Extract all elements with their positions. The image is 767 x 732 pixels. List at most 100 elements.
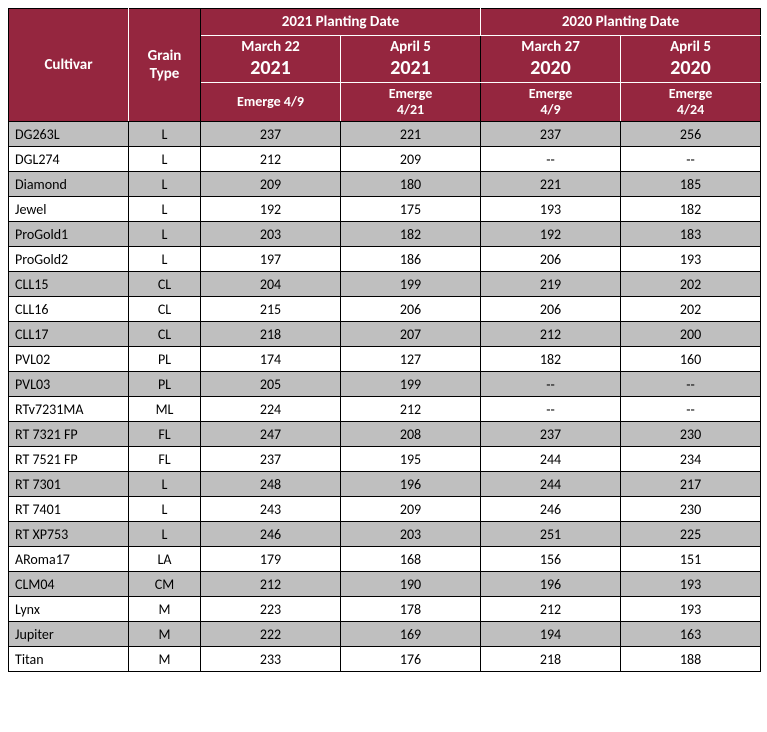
cell-value: 248 [201,472,341,497]
date-1-monthday: April 5 [341,36,481,57]
cell-value: 237 [481,122,621,147]
cell-value: 212 [341,397,481,422]
cell-grain-type: PL [129,372,201,397]
table-row: DiamondL209180221185 [9,172,761,197]
cell-value: 183 [621,222,761,247]
cell-grain-type: ML [129,397,201,422]
cell-value: 209 [341,497,481,522]
cell-value: 197 [201,247,341,272]
cell-value: 200 [621,322,761,347]
cell-value: 168 [341,547,481,572]
cell-value: 196 [481,572,621,597]
table-row: ProGold2L197186206193 [9,247,761,272]
table-row: RT 7401L243209246230 [9,497,761,522]
cell-value: 218 [201,322,341,347]
cell-value: 202 [621,272,761,297]
cell-value: 163 [621,622,761,647]
cell-value: 196 [341,472,481,497]
date-2-emerge: Emerge 4/9 [481,83,621,122]
cell-cultivar: CLM04 [9,572,129,597]
cell-value: 192 [481,222,621,247]
date-1-year: 2021 [341,56,481,83]
cell-grain-type: LA [129,547,201,572]
cell-value: 199 [341,372,481,397]
cell-value: -- [621,372,761,397]
cell-value: 212 [201,572,341,597]
cell-value: 256 [621,122,761,147]
cell-value: 243 [201,497,341,522]
cell-cultivar: CLL17 [9,322,129,347]
cell-value: 221 [341,122,481,147]
cell-value: 182 [481,347,621,372]
cell-value: 195 [341,447,481,472]
cell-value: 174 [201,347,341,372]
cell-cultivar: DGL274 [9,147,129,172]
table-row: RT 7301L248196244217 [9,472,761,497]
cell-cultivar: PVL02 [9,347,129,372]
cell-value: 237 [481,422,621,447]
cell-grain-type: L [129,147,201,172]
cell-value: 192 [201,197,341,222]
cell-grain-type: PL [129,347,201,372]
cell-grain-type: M [129,597,201,622]
cell-value: 190 [341,572,481,597]
cell-cultivar: RT XP753 [9,522,129,547]
col-header-grain-type: Grain Type [129,9,201,122]
date-0-year: 2021 [201,56,341,83]
cell-value: 208 [341,422,481,447]
cell-value: 169 [341,622,481,647]
cell-value: 203 [341,522,481,547]
cell-value: 230 [621,497,761,522]
cell-value: 212 [201,147,341,172]
table-row: RTv7231MAML224212---- [9,397,761,422]
cell-value: 151 [621,547,761,572]
cell-value: 176 [341,647,481,672]
cell-value: 217 [621,472,761,497]
table-header: Cultivar Grain Type 2021 Planting Date 2… [9,9,761,122]
date-3-emerge: Emerge 4/24 [621,83,761,122]
cell-cultivar: Lynx [9,597,129,622]
cell-value: 246 [481,497,621,522]
cell-value: 207 [341,322,481,347]
cell-cultivar: RT 7301 [9,472,129,497]
cell-grain-type: CL [129,297,201,322]
table-row: RT 7521 FPFL237195244234 [9,447,761,472]
cell-value: 186 [341,247,481,272]
cell-value: 237 [201,122,341,147]
cell-value: 237 [201,447,341,472]
cell-cultivar: CLL15 [9,272,129,297]
cell-value: 160 [621,347,761,372]
cell-value: 233 [201,647,341,672]
cell-value: 178 [341,597,481,622]
cell-cultivar: ProGold1 [9,222,129,247]
cell-value: 180 [341,172,481,197]
cell-value: 209 [341,147,481,172]
date-0-emerge: Emerge 4/9 [201,83,341,122]
cell-value: 225 [621,522,761,547]
table-row: LynxM223178212193 [9,597,761,622]
cell-value: 209 [201,172,341,197]
cell-value: -- [481,147,621,172]
cell-cultivar: Jewel [9,197,129,222]
cell-value: 244 [481,447,621,472]
cell-value: -- [621,397,761,422]
cell-cultivar: DG263L [9,122,129,147]
cell-value: 193 [481,197,621,222]
cell-value: 215 [201,297,341,322]
grain-type-line1: Grain [148,47,182,65]
cell-value: 251 [481,522,621,547]
cell-value: 193 [621,572,761,597]
table-row: ProGold1L203182192183 [9,222,761,247]
cell-value: 222 [201,622,341,647]
table-row: JupiterM222169194163 [9,622,761,647]
table-row: PVL02PL174127182160 [9,347,761,372]
cell-value: 182 [621,197,761,222]
table-row: DGL274L212209---- [9,147,761,172]
cell-cultivar: PVL03 [9,372,129,397]
cell-cultivar: Diamond [9,172,129,197]
cell-cultivar: RT 7321 FP [9,422,129,447]
table-row: CLL15CL204199219202 [9,272,761,297]
cell-value: -- [481,397,621,422]
cell-value: 194 [481,622,621,647]
date-3-monthday: April 5 [621,36,761,57]
